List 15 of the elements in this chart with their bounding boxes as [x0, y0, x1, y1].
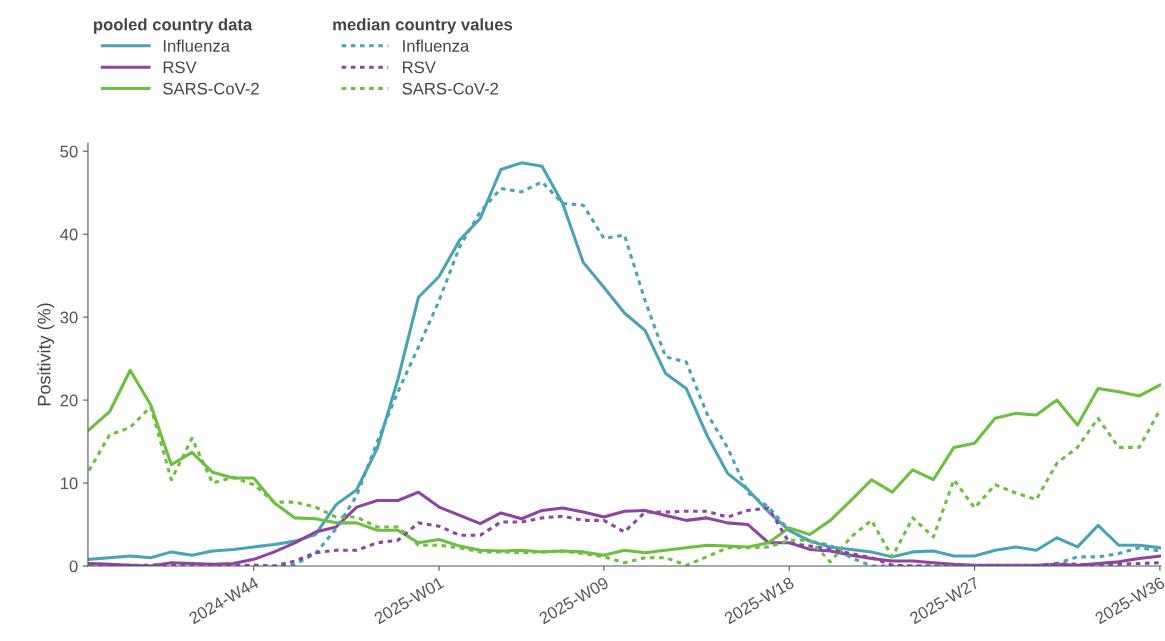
legend-label: RSV	[403, 61, 436, 74]
y-axis-title: Positivity (%)	[37, 303, 55, 406]
y-tick-label: 10	[60, 477, 78, 490]
y-tick-label: 0	[69, 560, 78, 573]
text: median country values	[333, 18, 513, 34]
legend-label: Influenza	[403, 39, 470, 52]
y-tick-label: 50	[60, 145, 78, 158]
legend-label: Influenza	[163, 39, 231, 52]
text: pooled country data	[94, 18, 253, 34]
legend-label: SARS-CoV-2	[163, 82, 259, 95]
y-tick-label: 30	[60, 311, 78, 324]
legend-label: SARS-CoV-2	[402, 82, 499, 95]
y-tick-label: 20	[60, 394, 78, 407]
legend-label: RSV	[163, 61, 197, 74]
y-tick-label: 40	[60, 228, 78, 241]
